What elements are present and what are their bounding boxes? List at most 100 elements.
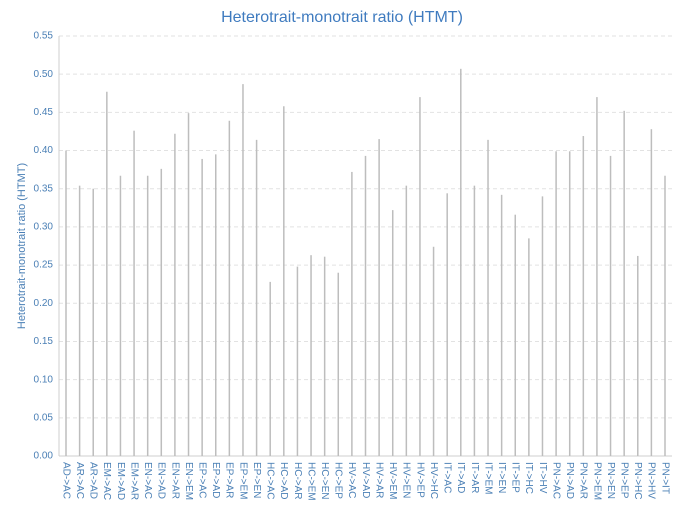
bar [174, 133, 176, 456]
bar [637, 255, 639, 456]
x-tick-label: IT->EN [496, 462, 507, 493]
bar [460, 68, 462, 456]
x-tick-label: AD->AC [60, 462, 71, 499]
x-tick-label: HC->EN [319, 462, 330, 500]
x-tick-label: HV->AC [346, 462, 357, 498]
x-tick-label: HV->AR [373, 462, 384, 498]
x-tick-label: PN->HV [646, 462, 657, 499]
bar [528, 238, 530, 456]
x-tick-label: IT->HV [537, 462, 548, 494]
x-tick-label: EN->AC [142, 462, 153, 499]
x-tick-label: IT->AC [442, 462, 453, 493]
bar [514, 214, 516, 456]
bar [500, 194, 503, 456]
y-tick-label: 0.15 [34, 336, 54, 347]
y-axis-label: Heterotrait-monotrait ratio (HTMT) [16, 163, 28, 329]
x-tick-label: EM->AR [128, 462, 139, 500]
x-tick-label: PN->EM [591, 462, 602, 500]
bar [160, 168, 163, 456]
x-tick-label: EP->AD [210, 462, 221, 498]
bar [78, 185, 81, 456]
bar [337, 272, 340, 456]
y-tick-label: 0.30 [34, 222, 54, 233]
x-tick-label: PN->EN [605, 462, 616, 499]
bar [201, 158, 203, 457]
bar [364, 155, 367, 456]
bar [664, 175, 666, 456]
bar [405, 185, 408, 456]
x-tick-label: IT->EM [482, 462, 493, 495]
x-tick-label: HV->EN [401, 462, 412, 498]
x-tick-label: PN->EP [619, 462, 630, 499]
x-tick-label: EN->AR [169, 462, 180, 499]
x-tick-label: EP->AR [224, 462, 235, 498]
x-tick-label: HC->AR [292, 462, 303, 500]
x-tick-label: EN->EM [183, 462, 194, 500]
bar [187, 113, 190, 457]
x-tick-label: HV->AD [360, 462, 371, 498]
bar [351, 171, 353, 456]
bar [568, 151, 571, 457]
y-tick-label: 0.35 [34, 183, 54, 194]
bar [555, 151, 557, 457]
x-tick-label: PN->AD [564, 462, 575, 499]
bar [391, 210, 394, 456]
y-tick-label: 0.40 [34, 145, 54, 156]
x-tick-label: PN->IT [659, 462, 670, 494]
bar [215, 154, 217, 456]
x-tick-label: EP->EN [251, 462, 262, 498]
x-tick-label: PN->HC [632, 462, 643, 500]
x-tick-label: IT->HC [523, 462, 534, 494]
bar [623, 110, 625, 456]
x-tick-label: HV->HC [428, 462, 439, 499]
bar [146, 175, 149, 456]
x-tick-label: EP->AC [196, 462, 207, 498]
bar [133, 130, 135, 456]
bar [269, 281, 271, 456]
y-tick-label: 0.45 [34, 107, 54, 118]
x-tick-label: HC->AD [278, 462, 289, 500]
bar [255, 139, 258, 456]
bar [228, 120, 231, 456]
bar [446, 193, 448, 457]
bar [242, 84, 244, 456]
x-tick-label: IT->AR [469, 462, 480, 493]
y-tick-label: 0.00 [34, 451, 54, 462]
y-tick-label: 0.20 [34, 298, 54, 309]
x-tick-label: EM->AD [115, 462, 126, 500]
y-tick-label: 0.10 [34, 374, 54, 385]
x-tick-label: IT->EP [510, 462, 521, 493]
y-tick-label: 0.50 [34, 69, 54, 80]
bar [650, 129, 653, 456]
bar [419, 97, 421, 456]
x-tick-label: HC->AC [265, 462, 276, 500]
bar [323, 256, 326, 456]
bar [609, 155, 612, 456]
bar [106, 91, 108, 456]
bar [119, 175, 122, 456]
x-tick-label: EN->AD [156, 462, 167, 499]
y-tick-label: 0.05 [34, 412, 54, 423]
x-tick-label: AR->AD [88, 462, 99, 499]
bar [296, 266, 299, 456]
x-tick-label: EP->EM [237, 462, 248, 500]
x-tick-label: PN->AC [550, 462, 561, 499]
bar [92, 188, 94, 456]
bar [310, 255, 312, 456]
y-tick-label: 0.55 [34, 31, 54, 42]
bar [65, 150, 67, 456]
bar [432, 246, 435, 456]
bar [596, 97, 598, 456]
bar [582, 136, 585, 456]
bar [541, 196, 544, 456]
x-tick-label: HV->EP [414, 462, 425, 498]
y-tick-label: 0.25 [34, 260, 54, 271]
bar [473, 185, 476, 456]
x-tick-label: PN->AR [578, 462, 589, 499]
chart-title: Heterotrait-monotrait ratio (HTMT) [221, 9, 463, 26]
bar [487, 139, 489, 456]
x-tick-label: AR->AC [74, 462, 85, 499]
x-tick-label: HV->EM [387, 462, 398, 500]
bar [283, 106, 285, 456]
